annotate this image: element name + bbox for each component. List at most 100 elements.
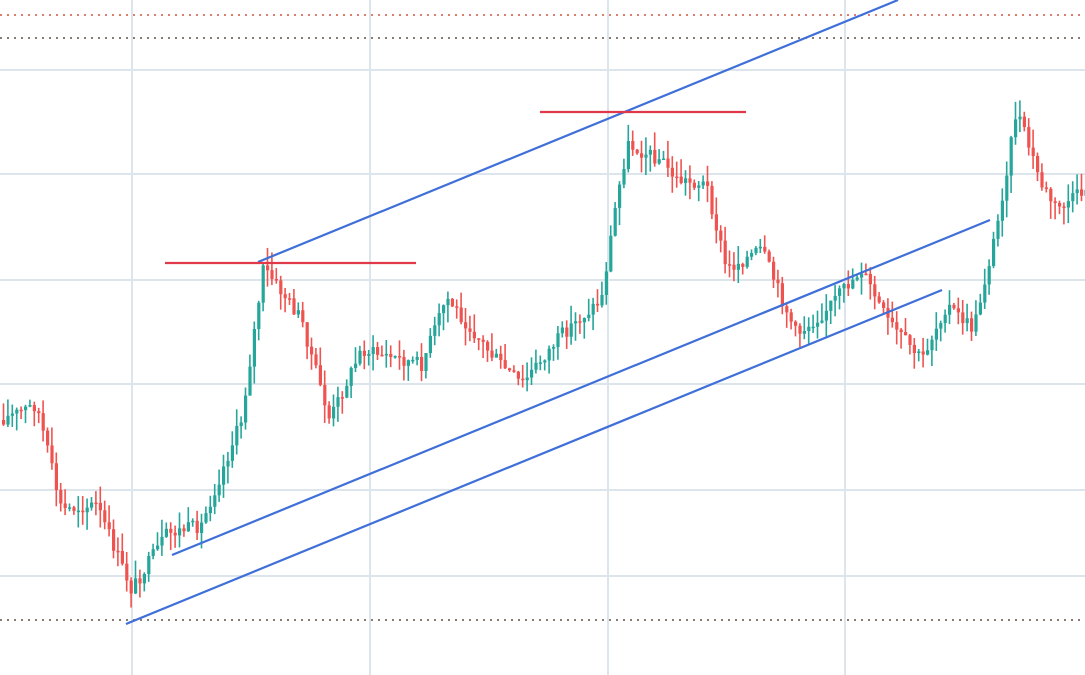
candle-body-95 bbox=[420, 356, 424, 371]
candle-body-216 bbox=[952, 304, 956, 309]
candle-body-66 bbox=[292, 298, 296, 315]
candle-body-98 bbox=[433, 325, 437, 336]
candle-body-72 bbox=[318, 365, 322, 385]
candle-body-244 bbox=[1075, 189, 1079, 194]
candle-body-38 bbox=[169, 528, 173, 533]
candle-body-154 bbox=[679, 176, 683, 183]
candle-body-190 bbox=[838, 288, 842, 296]
candle-body-76 bbox=[336, 397, 340, 407]
candle-body-120 bbox=[530, 369, 534, 378]
candle-body-80 bbox=[354, 363, 358, 368]
candle-body-114 bbox=[503, 360, 507, 369]
candle-body-138 bbox=[609, 235, 613, 272]
candle-body-104 bbox=[459, 307, 463, 323]
candle-body-42 bbox=[186, 522, 190, 532]
drawing-tools bbox=[125, 0, 991, 626]
candle-body-51 bbox=[226, 460, 230, 467]
candle-body-204 bbox=[899, 329, 903, 333]
candle-body-119 bbox=[525, 377, 529, 381]
candle-body-44 bbox=[195, 520, 199, 533]
candle-body-206 bbox=[908, 335, 912, 345]
candle-body-74 bbox=[327, 405, 331, 419]
candle-body-102 bbox=[450, 298, 454, 307]
candle-body-73 bbox=[323, 384, 327, 406]
candle-body-212 bbox=[934, 328, 938, 340]
candle-body-105 bbox=[464, 322, 468, 329]
candle-body-231 bbox=[1018, 116, 1022, 120]
candle-body-225 bbox=[992, 238, 996, 267]
candle-body-182 bbox=[802, 331, 806, 334]
candle-body-142 bbox=[626, 141, 630, 169]
candle-body-221 bbox=[974, 314, 978, 332]
candle-body-54 bbox=[239, 422, 243, 426]
candle-body-144 bbox=[635, 149, 639, 154]
candle-body-0 bbox=[2, 420, 6, 425]
candle-body-234 bbox=[1031, 147, 1035, 157]
candle-body-213 bbox=[939, 323, 943, 329]
candle-body-78 bbox=[345, 385, 349, 398]
candle-body-81 bbox=[358, 350, 362, 364]
candle-body-180 bbox=[794, 321, 798, 326]
candle-body-96 bbox=[424, 353, 428, 371]
candle-body-79 bbox=[349, 367, 353, 386]
candle-body-237 bbox=[1044, 187, 1048, 189]
candle-body-91 bbox=[402, 357, 406, 366]
candle-body-160 bbox=[706, 181, 710, 186]
candle-body-64 bbox=[283, 294, 287, 299]
candle-body-112 bbox=[494, 353, 498, 358]
candle-body-134 bbox=[591, 303, 595, 315]
candle-body-205 bbox=[904, 332, 908, 336]
candle-body-1 bbox=[6, 415, 10, 425]
candle-body-167 bbox=[736, 263, 740, 270]
candle-body-45 bbox=[200, 522, 204, 533]
candle-body-37 bbox=[164, 528, 168, 537]
candle-body-219 bbox=[965, 318, 969, 324]
candle-body-97 bbox=[428, 335, 432, 354]
candle-body-189 bbox=[833, 295, 837, 301]
candle-body-19 bbox=[85, 507, 89, 513]
candle-body-122 bbox=[538, 362, 542, 364]
candle-body-101 bbox=[446, 298, 450, 306]
candle-body-129 bbox=[569, 323, 573, 337]
candle-body-17 bbox=[76, 510, 80, 513]
candle-body-22 bbox=[98, 502, 102, 511]
candle-body-187 bbox=[824, 310, 828, 321]
candle-body-26 bbox=[116, 550, 120, 553]
candle-body-156 bbox=[688, 178, 692, 183]
candle-body-239 bbox=[1053, 201, 1057, 203]
candle-body-191 bbox=[842, 283, 846, 289]
candle-body-60 bbox=[266, 265, 270, 271]
candle-body-30 bbox=[134, 578, 138, 594]
candle-body-109 bbox=[481, 339, 485, 342]
candle-body-107 bbox=[472, 331, 476, 339]
candle-body-7 bbox=[32, 405, 36, 412]
candle-body-186 bbox=[820, 320, 824, 323]
candle-body-85 bbox=[376, 347, 380, 355]
candle-body-157 bbox=[692, 182, 696, 188]
candle-body-46 bbox=[204, 513, 208, 523]
candle-body-183 bbox=[807, 326, 811, 332]
candle-body-28 bbox=[125, 563, 129, 581]
candle-body-118 bbox=[521, 378, 525, 381]
candle-body-86 bbox=[380, 354, 384, 357]
candle-body-166 bbox=[732, 264, 736, 270]
candle-body-121 bbox=[534, 362, 538, 370]
candle-body-40 bbox=[178, 528, 182, 536]
candle-body-151 bbox=[666, 158, 670, 168]
candle-body-49 bbox=[217, 484, 221, 496]
candle-body-34 bbox=[151, 549, 155, 557]
candle-body-209 bbox=[921, 351, 925, 355]
candle-body-159 bbox=[701, 181, 705, 186]
candle-body-9 bbox=[41, 413, 45, 431]
candle-body-240 bbox=[1058, 202, 1062, 207]
candle-body-164 bbox=[723, 240, 727, 265]
candle-body-236 bbox=[1040, 172, 1044, 188]
candle-body-18 bbox=[81, 510, 85, 513]
candle-body-235 bbox=[1036, 156, 1040, 173]
candle-body-124 bbox=[547, 348, 551, 361]
candle-body-169 bbox=[745, 256, 749, 267]
candle-body-116 bbox=[512, 370, 516, 372]
candle-body-223 bbox=[983, 284, 987, 303]
candle-body-152 bbox=[670, 167, 674, 177]
candle-body-155 bbox=[684, 178, 688, 183]
